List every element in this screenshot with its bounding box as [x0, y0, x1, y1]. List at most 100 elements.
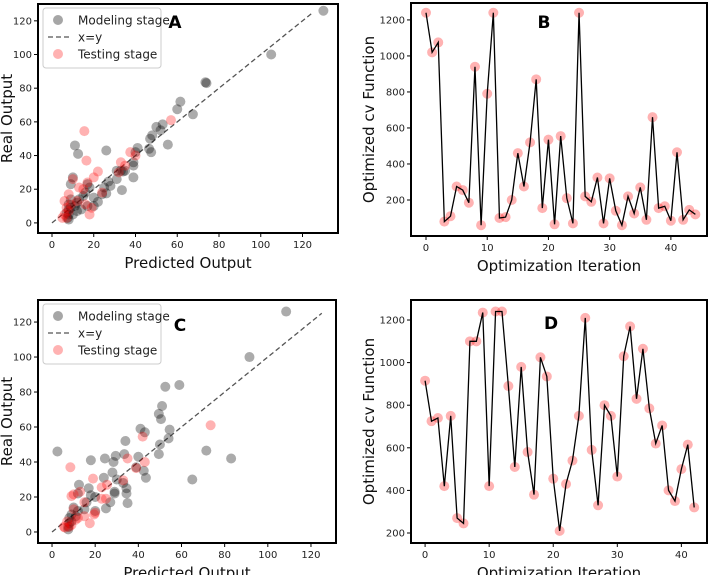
modeling-point	[115, 165, 126, 176]
y-tick-label: 20	[19, 492, 32, 503]
y-tick-label: 80	[19, 388, 32, 399]
x-tick-label: 0	[49, 550, 55, 561]
modeling-point	[82, 179, 93, 190]
plot-frame	[37, 299, 337, 544]
testing-point	[66, 519, 77, 530]
modeling-point	[88, 192, 99, 203]
modeling-point	[153, 408, 164, 419]
y-tick-label: 600	[386, 123, 405, 134]
testing-point	[90, 507, 101, 518]
testing-point	[113, 167, 124, 178]
modeling-point	[111, 474, 122, 485]
y-tick-label: 100	[13, 50, 32, 61]
testing-point	[61, 202, 72, 213]
modeling-point	[121, 483, 132, 494]
testing-point	[122, 453, 133, 464]
modeling-point	[131, 462, 142, 473]
modeling-point	[155, 414, 166, 425]
testing-point	[62, 516, 73, 527]
legend-modeling-marker	[53, 311, 63, 321]
modeling-point	[175, 96, 186, 107]
y-tick-label: 80	[19, 84, 32, 95]
modeling-point	[119, 449, 130, 460]
modeling-point	[200, 77, 211, 88]
testing-point	[125, 147, 136, 158]
modeling-point	[130, 147, 141, 158]
modeling-point	[139, 427, 150, 438]
modeling-point	[81, 497, 92, 508]
x-tick-label: 20	[87, 240, 100, 251]
modeling-point	[65, 194, 76, 205]
testing-point	[139, 457, 150, 467]
modeling-point	[74, 194, 85, 205]
modeling-point	[63, 524, 74, 535]
modeling-point	[65, 202, 76, 213]
modeling-point	[155, 125, 166, 136]
modeling-point	[68, 502, 79, 513]
x-tick-label: 40	[675, 550, 688, 561]
x-tick-label: 30	[603, 243, 616, 254]
modeling-point	[85, 455, 96, 466]
y-tick-label: 0	[26, 527, 32, 538]
testing-point	[68, 504, 79, 515]
y-tick-label: 600	[386, 443, 405, 454]
plot-frame	[410, 2, 708, 237]
legend-entry: Testing stage	[77, 344, 157, 358]
plot-marks	[51, 5, 329, 225]
x-axis-label: Optimization Iteration	[477, 564, 641, 575]
testing-point	[100, 493, 111, 504]
modeling-point	[135, 423, 146, 434]
y-tick-label: 400	[386, 159, 405, 170]
legend-testing-marker	[53, 49, 63, 59]
testing-point	[79, 497, 90, 508]
testing-point	[61, 212, 72, 223]
x-tick-label: 20	[89, 550, 102, 561]
modeling-point	[105, 497, 116, 508]
panel-label: A	[168, 13, 182, 33]
panel-a: 0 20 40 60 80 100 120 0 20 40 60 80 100 120 Predicted …	[0, 3, 339, 272]
x-tick-label: 120	[293, 240, 312, 251]
testing-point	[97, 187, 108, 198]
testing-point	[86, 202, 97, 213]
modeling-point	[144, 143, 155, 154]
x-tick-label: 40	[132, 550, 145, 561]
x-tick-label: 40	[129, 240, 142, 251]
cv-line	[425, 12, 696, 228]
modeling-point	[266, 49, 277, 60]
modeling-point	[90, 505, 101, 516]
y-tick-label: 60	[19, 117, 32, 128]
testing-point	[59, 522, 70, 533]
modeling-point	[172, 104, 183, 115]
plot-area	[411, 3, 707, 236]
x-axis-label: Predicted Output	[123, 564, 250, 575]
modeling-point	[72, 505, 83, 516]
modeling-point	[201, 445, 212, 456]
modeling-point	[162, 139, 173, 150]
x-tick-label: 0	[422, 550, 428, 561]
modeling-point	[111, 165, 122, 176]
modeling-point	[281, 306, 292, 317]
legend-entry: Modeling stage	[78, 14, 170, 28]
modeling-point	[88, 201, 99, 212]
testing-point	[66, 491, 77, 502]
y-axis-label: Optimized cv Function	[360, 36, 378, 203]
testing-point	[67, 174, 78, 185]
x-tick-label: 120	[301, 550, 320, 561]
modeling-point	[244, 352, 255, 363]
modeling-point	[108, 457, 119, 467]
testing-point	[96, 493, 107, 504]
x-tick-label: 0	[49, 240, 55, 251]
modeling-point	[111, 174, 122, 185]
modeling-point	[66, 509, 77, 520]
y-axis-label: Real Output	[0, 74, 16, 163]
modeling-point	[120, 165, 131, 176]
legend-testing-marker	[53, 345, 63, 355]
testing-point	[89, 509, 100, 520]
modeling-point	[67, 209, 78, 220]
modeling-point	[99, 182, 110, 193]
testing-point	[81, 155, 92, 166]
modeling-point	[118, 477, 129, 488]
testing-point	[102, 479, 113, 490]
modeling-point	[154, 439, 165, 450]
y-tick-label: 0	[26, 218, 32, 229]
